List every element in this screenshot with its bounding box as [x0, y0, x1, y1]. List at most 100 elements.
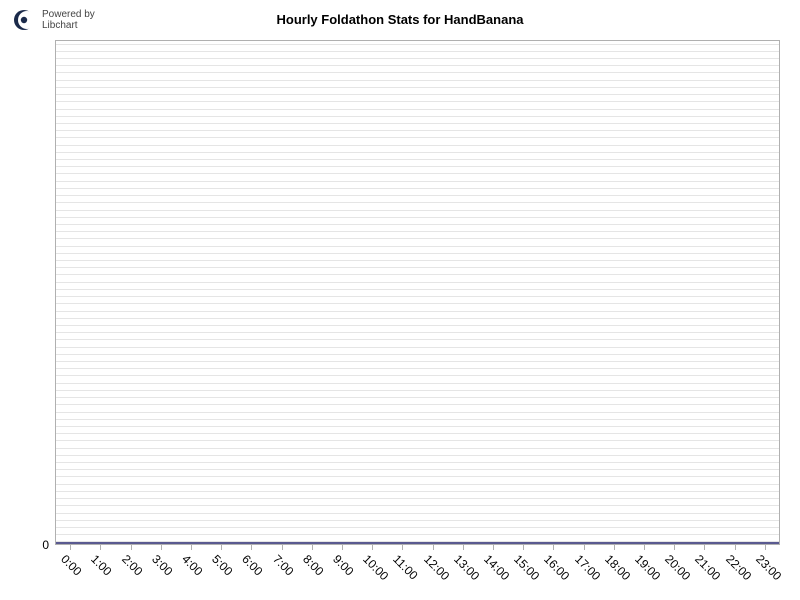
x-tick-label: 19:00 [632, 552, 663, 583]
x-tick-label: 0:00 [58, 552, 84, 578]
x-tick-label: 23:00 [753, 552, 784, 583]
grid-line [55, 58, 780, 59]
plot-area [55, 40, 780, 545]
grid-line [55, 282, 780, 283]
grid-line [55, 361, 780, 362]
x-tick-label: 10:00 [360, 552, 391, 583]
grid-line [55, 527, 780, 528]
grid-line [55, 173, 780, 174]
grid-line [55, 520, 780, 521]
x-tick-mark [553, 545, 554, 550]
grid-line [55, 274, 780, 275]
grid-line [55, 166, 780, 167]
x-tick-mark [342, 545, 343, 550]
grid-line [55, 137, 780, 138]
chart-title: Hourly Foldathon Stats for HandBanana [0, 12, 800, 27]
grid-line [55, 325, 780, 326]
x-tick-label: 13:00 [451, 552, 482, 583]
grid-line [55, 368, 780, 369]
x-tick-mark [372, 545, 373, 550]
grid-line [55, 152, 780, 153]
x-tick-mark [251, 545, 252, 550]
grid-line [55, 404, 780, 405]
grid-line [55, 383, 780, 384]
x-tick-label: 12:00 [421, 552, 452, 583]
plot-grid [55, 40, 780, 545]
grid-line [55, 375, 780, 376]
baseline-band [55, 542, 780, 545]
grid-line [55, 87, 780, 88]
grid-line [55, 339, 780, 340]
x-tick-label: 4:00 [179, 552, 205, 578]
x-tick-mark [161, 545, 162, 550]
x-tick-mark [402, 545, 403, 550]
grid-line [55, 72, 780, 73]
x-tick-mark [493, 545, 494, 550]
grid-line [55, 44, 780, 45]
grid-line [55, 116, 780, 117]
grid-line [55, 210, 780, 211]
x-tick-label: 8:00 [300, 552, 326, 578]
grid-line [55, 390, 780, 391]
grid-line [55, 440, 780, 441]
grid-line [55, 469, 780, 470]
x-tick-label: 11:00 [390, 552, 421, 583]
x-tick-mark [282, 545, 283, 550]
chart-container: Powered by Libchart Hourly Foldathon Sta… [0, 0, 800, 600]
grid-line [55, 303, 780, 304]
grid-line [55, 130, 780, 131]
x-tick-label: 1:00 [88, 552, 114, 578]
grid-line [55, 455, 780, 456]
x-tick-label: 9:00 [330, 552, 356, 578]
x-tick-mark [523, 545, 524, 550]
grid-line [55, 159, 780, 160]
grid-line [55, 231, 780, 232]
x-tick-mark [735, 545, 736, 550]
grid-line [55, 476, 780, 477]
x-tick-label: 3:00 [149, 552, 175, 578]
grid-line [55, 505, 780, 506]
x-tick-label: 18:00 [602, 552, 633, 583]
grid-line [55, 195, 780, 196]
x-tick-label: 22:00 [723, 552, 754, 583]
grid-line [55, 534, 780, 535]
x-tick-label: 5:00 [209, 552, 235, 578]
grid-line [55, 80, 780, 81]
grid-line [55, 238, 780, 239]
grid-line [55, 354, 780, 355]
x-tick-label: 6:00 [239, 552, 265, 578]
grid-line [55, 448, 780, 449]
x-tick-mark [433, 545, 434, 550]
x-tick-mark [312, 545, 313, 550]
x-tick-label: 21:00 [693, 552, 724, 583]
x-tick-label: 17:00 [572, 552, 603, 583]
grid-line [55, 289, 780, 290]
grid-line [55, 202, 780, 203]
grid-line [55, 318, 780, 319]
grid-line [55, 397, 780, 398]
x-tick-label: 7:00 [270, 552, 296, 578]
grid-line [55, 65, 780, 66]
grid-line [55, 498, 780, 499]
x-tick-mark [100, 545, 101, 550]
grid-line [55, 260, 780, 261]
grid-line [55, 94, 780, 95]
x-tick-label: 2:00 [119, 552, 145, 578]
x-tick-mark [221, 545, 222, 550]
grid-line [55, 491, 780, 492]
x-tick-mark [131, 545, 132, 550]
x-tick-mark [704, 545, 705, 550]
grid-line [55, 462, 780, 463]
grid-line [55, 412, 780, 413]
y-tick-label: 0 [9, 538, 49, 552]
x-tick-mark [584, 545, 585, 550]
grid-line [55, 224, 780, 225]
grid-line [55, 51, 780, 52]
x-tick-mark [70, 545, 71, 550]
grid-line [55, 347, 780, 348]
grid-line [55, 246, 780, 247]
grid-line [55, 433, 780, 434]
x-tick-mark [463, 545, 464, 550]
grid-line [55, 123, 780, 124]
grid-line [55, 253, 780, 254]
